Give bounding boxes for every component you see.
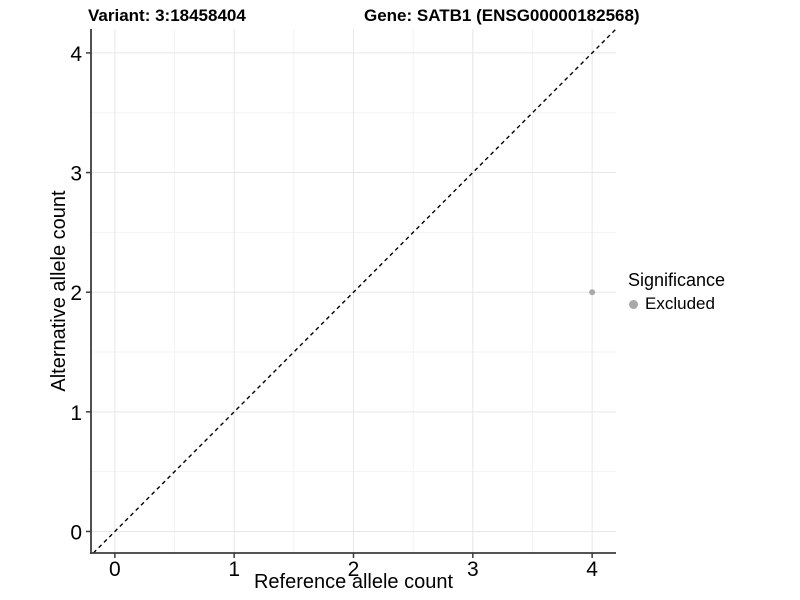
- legend-title: Significance: [628, 270, 726, 290]
- x-tick-label: 0: [109, 558, 121, 581]
- y-axis-title: Alternative allele count: [48, 190, 70, 392]
- legend-item-label: Excluded: [645, 294, 715, 313]
- excluded-point-icon: [629, 299, 638, 309]
- data-point: [589, 289, 596, 296]
- y-tick-label: 4: [70, 43, 82, 66]
- x-tick-label: 2: [348, 558, 360, 581]
- y-tick-label: 0: [70, 521, 82, 544]
- identity-dashed-line: [92, 28, 617, 554]
- gene-title: Gene: SATB1 (ENSG00000182568): [364, 6, 640, 25]
- legend: Significance Excluded: [628, 270, 725, 314]
- x-axis-title: Reference allele count: [253, 571, 453, 593]
- legend-item-excluded: Excluded: [628, 294, 725, 314]
- y-tick-label: 3: [70, 163, 82, 186]
- x-tick-label: 1: [228, 558, 240, 581]
- x-tick-label: 3: [467, 558, 479, 581]
- y-tick-label: 1: [70, 402, 82, 425]
- x-tick-label: 4: [586, 558, 598, 581]
- variant-title: Variant: 3:18458404: [88, 6, 246, 25]
- y-tick-label: 2: [70, 282, 82, 305]
